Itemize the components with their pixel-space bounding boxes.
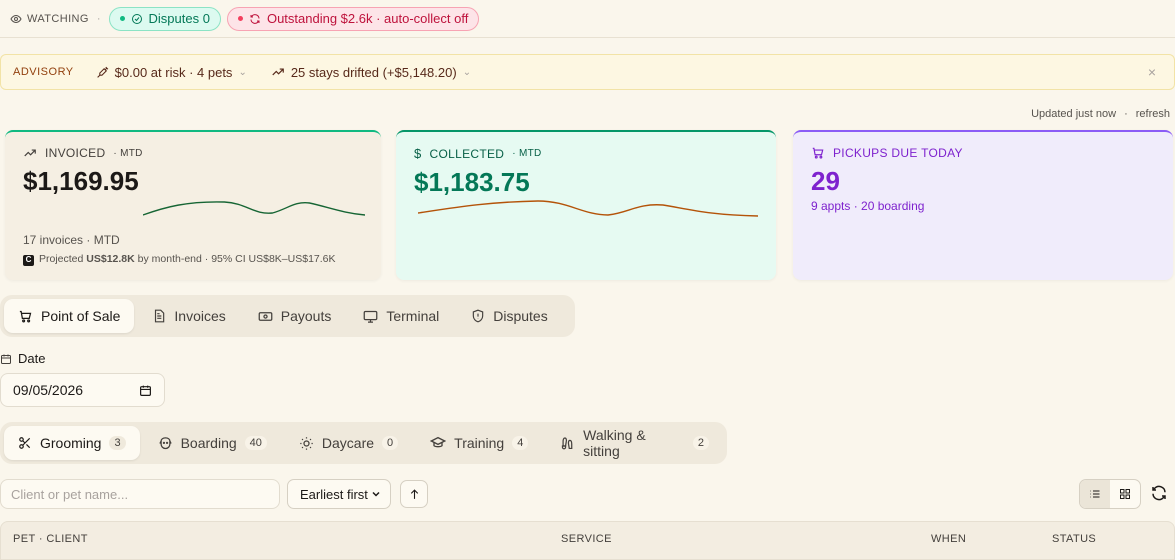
updated-status: Updated just now · refresh — [1031, 108, 1170, 120]
tab-payouts[interactable]: Payouts — [244, 299, 346, 333]
collected-card: $ COLLECTED · MTD $1,183.75 — [396, 130, 776, 280]
tab-boarding[interactable]: Boarding 40 — [144, 426, 281, 460]
count-badge: 0 — [382, 436, 399, 450]
card-value: $1,169.95 — [23, 166, 139, 196]
chevron-down-icon: ⌄ — [238, 66, 247, 78]
refresh-link[interactable]: refresh — [1135, 108, 1170, 120]
count-badge: 40 — [244, 436, 267, 450]
trending-up-icon — [24, 149, 36, 157]
sun-icon — [300, 436, 313, 450]
tab-walking-sitting[interactable]: Walking & sitting 2 — [546, 426, 723, 460]
calendar-icon — [1, 354, 11, 364]
graduation-cap-icon — [430, 436, 447, 448]
tab-invoices[interactable]: Invoices — [138, 299, 239, 333]
outstanding-pill[interactable]: Outstanding $2.6k · auto-collect off — [226, 6, 480, 31]
drift-dropdown[interactable]: 25 stays drifted (+$5,148.20) ⌄ — [271, 65, 471, 80]
refresh-icon — [250, 13, 260, 24]
monitor-icon — [363, 310, 378, 323]
tab-point-of-sale[interactable]: Point of Sale — [4, 299, 135, 333]
main-tabs: Point of Sale Invoices Payouts Terminal … — [0, 295, 575, 337]
column-status[interactable]: STATUS — [1052, 533, 1097, 545]
card-value: $1,183.75 — [414, 167, 530, 197]
shield-icon — [473, 309, 484, 323]
watch-bar: WATCHING · Disputes 0 Outstanding $2.6k … — [0, 0, 1175, 38]
status-dot — [119, 16, 125, 21]
collected-sparkline — [418, 200, 758, 217]
service-tabs: Grooming 3 Boarding 40 Daycare 0 Trainin… — [0, 422, 727, 464]
date-label: Date — [0, 351, 45, 366]
footprints-icon — [562, 436, 573, 449]
view-toggle — [1079, 479, 1141, 509]
document-icon — [155, 309, 165, 323]
scissors-icon — [19, 437, 31, 449]
chevron-down-icon: ⌄ — [462, 66, 472, 78]
chevron-down-icon — [372, 491, 380, 497]
count-badge: 3 — [109, 436, 126, 450]
search-input[interactable] — [0, 479, 280, 509]
card-title: INVOICED · MTD — [23, 146, 363, 160]
watching-label: WATCHING — [10, 13, 89, 25]
count-badge: 4 — [512, 436, 529, 450]
at-risk-dropdown[interactable]: $0.00 at risk · 4 pets ⌄ — [96, 65, 247, 80]
date-input[interactable]: 09/05/2026 — [0, 373, 165, 407]
table-header: PET · CLIENT SERVICE WHEN STATUS — [0, 521, 1175, 560]
calendar-icon[interactable] — [139, 384, 152, 397]
list-view-button[interactable] — [1080, 480, 1110, 508]
tab-training[interactable]: Training 4 — [416, 426, 542, 460]
refresh-icon — [1152, 485, 1166, 501]
grid-view-button[interactable] — [1110, 480, 1140, 508]
card-title: PICKUPS DUE TODAY — [811, 146, 1155, 160]
arrow-up-icon — [410, 488, 418, 499]
advisory-banner: ADVISORY $0.00 at risk · 4 pets ⌄ 25 sta… — [0, 54, 1175, 90]
invoiced-card: INVOICED · MTD $1,169.95 17 invoices · MT… — [5, 130, 381, 280]
advisory-label: ADVISORY — [13, 66, 74, 78]
card-subtext: 9 appts · 20 boarding — [811, 199, 925, 213]
pickups-card: PICKUPS DUE TODAY 29 9 appts · 20 boardi… — [793, 130, 1173, 280]
list-icon — [1090, 490, 1100, 498]
sort-select[interactable]: Earliest first — [287, 479, 391, 509]
column-service[interactable]: SERVICE — [561, 533, 612, 545]
column-when[interactable]: WHEN — [931, 533, 967, 545]
status-dot — [237, 16, 243, 21]
grid-icon — [1120, 489, 1130, 499]
refresh-button[interactable] — [1150, 484, 1168, 505]
close-icon[interactable]: × — [1147, 64, 1156, 80]
sort-direction-button[interactable] — [400, 480, 428, 508]
tab-disputes[interactable]: Disputes — [457, 299, 561, 333]
check-circle-icon — [131, 13, 142, 24]
card-title: $ COLLECTED · MTD — [414, 146, 542, 161]
column-pet-client[interactable]: PET · CLIENT — [13, 533, 88, 545]
banknote-icon — [258, 311, 273, 321]
tab-daycare[interactable]: Daycare 0 — [285, 426, 412, 460]
invoiced-sparkline — [143, 201, 365, 216]
projection: C Projected US$12.8K by month-end · 95% … — [23, 253, 363, 267]
dog-face-icon — [158, 436, 172, 449]
separator: · — [96, 12, 101, 25]
syringe-icon — [96, 66, 108, 78]
cart-icon — [19, 310, 32, 322]
count-badge: 2 — [692, 436, 709, 450]
cart-icon — [812, 147, 824, 159]
trending-up-icon — [272, 68, 284, 76]
tab-terminal[interactable]: Terminal — [349, 299, 453, 333]
card-value: 29 — [811, 166, 840, 196]
eye-icon — [10, 14, 22, 23]
disputes-pill[interactable]: Disputes 0 — [108, 6, 221, 31]
card-subtext: 17 invoices · MTD — [23, 233, 120, 247]
dollar-icon: $ — [414, 146, 422, 161]
projection-badge-icon: C — [23, 255, 34, 266]
tab-grooming[interactable]: Grooming 3 — [4, 426, 140, 460]
